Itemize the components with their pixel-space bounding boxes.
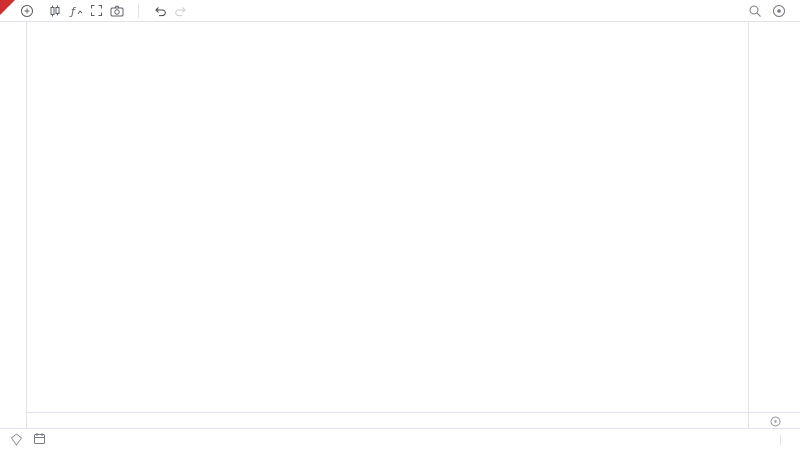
chart-canvas[interactable]	[27, 22, 748, 412]
price-axis[interactable]	[748, 22, 800, 412]
axis-corner[interactable]	[748, 412, 800, 429]
logo-icon[interactable]	[10, 433, 23, 446]
toolbar-divider	[138, 3, 139, 18]
camera-icon	[110, 5, 124, 16]
bottom-toolbar	[0, 428, 800, 450]
indicators-button[interactable]: ƒ	[69, 4, 83, 18]
chart-type-button[interactable]	[48, 4, 62, 18]
recorder-corner-marker	[0, 0, 15, 15]
axis-settings-icon	[770, 416, 780, 426]
candlestick-icon	[50, 5, 60, 16]
toolbar-divider	[780, 433, 781, 446]
svg-text:ƒ: ƒ	[69, 5, 77, 18]
time-axis[interactable]	[27, 412, 748, 429]
goto-date-button[interactable]	[33, 432, 46, 448]
fullscreen-icon	[91, 5, 102, 16]
redo-button[interactable]	[174, 5, 188, 17]
fullscreen-button[interactable]	[90, 4, 103, 17]
indicators-icon: ƒ	[69, 5, 83, 18]
top-toolbar: ƒ	[0, 0, 800, 22]
snapshot-button[interactable]	[110, 5, 124, 17]
plus-circle-icon	[21, 4, 33, 17]
search-icon[interactable]	[748, 4, 762, 18]
drawing-toolbar	[0, 22, 27, 428]
add-symbol-button[interactable]	[20, 4, 34, 18]
undo-button[interactable]	[153, 5, 167, 17]
chart-plot-area[interactable]	[27, 22, 748, 412]
undo-icon	[155, 6, 166, 16]
record-icon[interactable]	[772, 4, 786, 18]
calendar-icon	[34, 432, 45, 444]
redo-icon	[175, 6, 186, 16]
